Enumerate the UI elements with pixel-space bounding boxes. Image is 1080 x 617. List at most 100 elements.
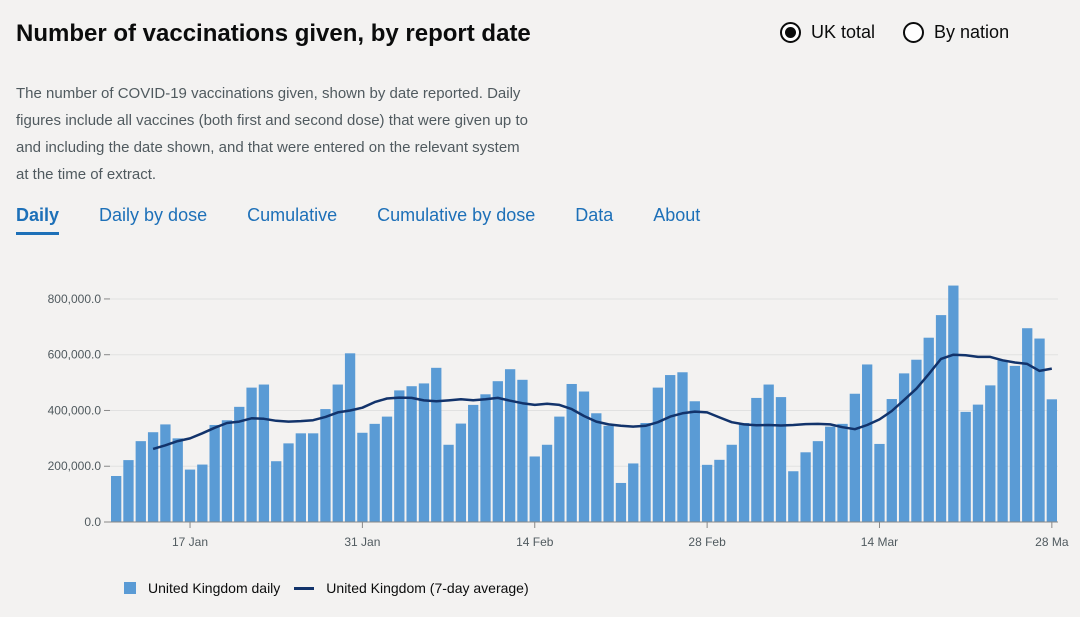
x-tick-label: 14 Mar — [861, 535, 898, 549]
radio-by-nation[interactable]: By nation — [903, 22, 1009, 43]
bar-daily — [862, 364, 873, 522]
bar-daily — [849, 393, 861, 522]
bar-daily — [307, 433, 319, 522]
tab-about[interactable]: About — [653, 205, 701, 225]
x-tick-label: 14 Feb — [516, 535, 554, 549]
bar-daily — [357, 432, 368, 522]
bar-daily — [111, 475, 122, 522]
bar-daily — [1022, 328, 1033, 522]
bar-daily — [923, 337, 934, 522]
bar-daily — [714, 459, 725, 522]
bar-daily — [874, 443, 885, 522]
bar-daily — [554, 416, 565, 522]
bar-daily — [738, 423, 750, 522]
bar-daily — [615, 482, 627, 522]
bar-daily — [763, 384, 774, 522]
bar-daily — [123, 460, 134, 522]
bar-daily — [492, 381, 503, 522]
legend-item-daily[interactable]: United Kingdom daily — [124, 580, 280, 596]
bar-daily — [160, 424, 171, 522]
bar-daily — [271, 461, 282, 522]
bar-daily — [394, 390, 405, 522]
bar-daily — [381, 416, 393, 522]
tab-cumulative[interactable]: Cumulative — [247, 205, 338, 225]
radio-unchecked-icon[interactable] — [903, 22, 925, 43]
y-tick-label: 0.0 — [84, 515, 101, 529]
bar-daily — [628, 463, 639, 522]
bar-daily — [209, 424, 220, 522]
chart-average-line — [152, 353, 1053, 451]
chart-legend: United Kingdom daily United Kingdom (7-d… — [124, 580, 543, 596]
tab-daily[interactable]: Daily — [16, 205, 60, 235]
bar-daily — [443, 444, 454, 522]
bar-daily — [788, 471, 799, 522]
chart-tabs: Daily Daily by dose Cumulative Cumulativ… — [16, 205, 700, 235]
y-tick-label: 200,000.0 — [48, 459, 102, 473]
radio-checked-icon[interactable] — [780, 22, 801, 43]
bar-daily — [677, 372, 688, 522]
page-title: Number of vaccinations given, by report … — [16, 20, 531, 47]
bar-daily — [541, 444, 553, 522]
view-radio-group: UK total By nation — [780, 22, 1009, 43]
bar-daily — [591, 413, 602, 522]
tab-cumulative-by-dose[interactable]: Cumulative by dose — [377, 205, 536, 225]
chart-bars — [111, 285, 1057, 522]
bar-daily — [258, 384, 270, 522]
bar-daily — [172, 438, 183, 522]
bar-daily — [455, 423, 467, 522]
y-tick-label: 600,000.0 — [48, 348, 102, 362]
radio-by-nation-label: By nation — [934, 22, 1010, 42]
bar-daily — [468, 404, 479, 522]
bar-daily — [529, 456, 540, 522]
legend-daily-label: United Kingdom daily — [148, 580, 281, 596]
y-tick-label: 400,000.0 — [48, 403, 102, 417]
bar-daily — [800, 452, 811, 522]
vaccinations-chart: 0.0 200,000.0 400,000.0 600,000.0 800,000.0 1… — [48, 285, 1069, 549]
bar-daily — [935, 315, 947, 522]
radio-uk-total-label: UK total — [811, 22, 876, 42]
chart-axes: 0.0 200,000.0 400,000.0 600,000.0 800,000.0 1… — [48, 292, 1069, 549]
bar-daily — [504, 369, 516, 522]
bar-daily — [369, 423, 380, 522]
bar-daily — [197, 464, 208, 522]
bar-daily — [418, 383, 430, 522]
bar-daily — [652, 387, 664, 522]
legend-line-swatch — [294, 586, 315, 590]
bar-daily — [898, 373, 910, 522]
bar-daily — [221, 420, 233, 522]
bar-daily — [480, 394, 491, 522]
bar-daily — [234, 406, 245, 522]
legend-average-label: United Kingdom (7-day average) — [326, 580, 529, 596]
tab-data[interactable]: Data — [575, 205, 614, 225]
bar-daily — [1034, 338, 1045, 522]
radio-uk-total[interactable]: UK total — [780, 22, 875, 43]
bar-daily — [948, 285, 959, 522]
bar-daily — [332, 384, 343, 522]
bar-daily — [701, 464, 713, 522]
bar-daily — [246, 387, 257, 522]
bar-daily — [344, 353, 356, 522]
bar-daily — [665, 375, 676, 522]
y-tick-label: 800,000.0 — [48, 292, 102, 306]
bar-daily — [837, 423, 848, 522]
bar-daily — [640, 423, 651, 522]
bar-daily — [1009, 365, 1021, 522]
bar-daily — [886, 399, 897, 522]
bar-daily — [295, 433, 306, 522]
bar-daily — [972, 404, 984, 522]
tab-daily-by-dose[interactable]: Daily by dose — [99, 205, 208, 225]
bar-daily — [320, 409, 331, 522]
bar-daily — [517, 379, 528, 522]
chart-description: The number of COVID-19 vaccinations give… — [16, 85, 528, 183]
bar-daily — [751, 397, 762, 522]
legend-item-average[interactable]: United Kingdom (7-day average) — [294, 580, 529, 596]
bar-daily — [135, 441, 146, 522]
bar-daily — [406, 386, 417, 522]
bar-daily — [911, 359, 922, 522]
bar-daily — [431, 367, 442, 522]
bar-daily — [775, 397, 787, 522]
bar-daily — [603, 425, 614, 522]
legend-bar-swatch — [124, 582, 136, 594]
bar-daily — [1046, 399, 1057, 522]
x-tick-label: 28 Feb — [688, 535, 726, 549]
